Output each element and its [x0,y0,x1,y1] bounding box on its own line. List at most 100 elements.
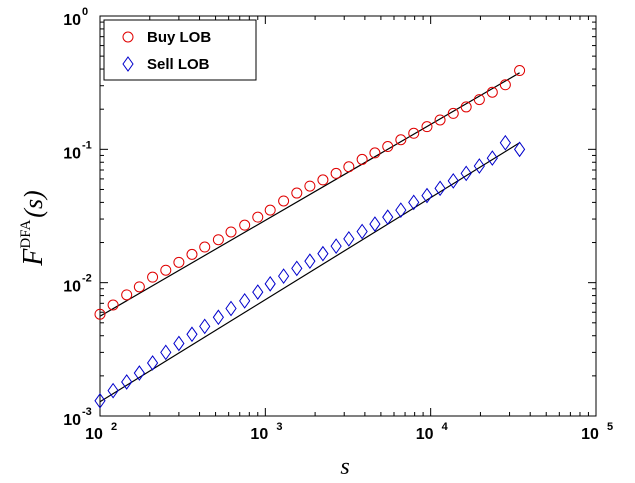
data-point-buy [225,226,237,238]
data-point-sell [304,253,316,270]
legend-label-buy: Buy LOB [147,29,211,46]
data-point-buy [369,147,381,159]
data-point-buy [147,271,159,283]
y-axis-label-superscript: DFA [18,220,34,249]
data-point-sell [343,231,355,247]
data-point-buy [330,167,342,179]
data-point-buy [499,79,511,91]
minor-ticks [100,16,596,416]
data-point-buy [252,211,264,223]
data-point-buy [133,281,145,293]
x-axis-label: s [340,454,349,480]
data-point-sell [239,293,251,309]
data-point-sell [199,318,211,335]
data-point-sell [146,355,159,371]
data-point-buy [94,308,106,320]
plot-area [99,15,597,417]
x-tick-label-exponent: 5 [607,421,613,433]
data-point-sell [434,180,446,197]
data-point-sell [382,209,394,226]
data-point-buy [107,299,119,311]
data-point-sell [408,194,420,211]
data-point-sell [473,158,485,174]
data-point-buy [239,219,251,231]
data-point-buy [317,174,329,186]
data-point-buy [186,248,198,260]
y-axis-label-main: F [18,248,49,267]
data-point-buy [199,241,211,253]
data-point-sell [252,284,264,300]
data-point-sell [225,300,237,317]
data-point-buy [173,256,185,268]
data-point-sell [133,365,145,381]
data-point-sell [186,326,198,343]
x-tick-label-exponent: 2 [111,421,117,433]
data-point-buy [160,264,172,276]
data-point-buy [291,187,303,199]
data-point-buy [121,289,133,301]
data-point-sell [160,344,172,361]
legend-marker-buy [122,31,134,43]
data-point-buy [304,180,316,192]
x-tick-labels: 10 2 10 3 10 4 10 5 [85,421,613,443]
data-markers [94,65,526,409]
data-point-sell [421,187,433,204]
data-point-buy [343,161,355,173]
data-point-sell [212,309,224,326]
data-point-sell [369,216,381,232]
fit-lines [99,72,520,403]
legend: Buy LOB Sell LOB [103,19,257,81]
data-point-buy [278,195,290,207]
data-point-sell [94,392,106,409]
legend-box [103,19,257,81]
y-tick-label: 10 [63,12,81,29]
data-point-buy [264,204,276,216]
x-tick-label: 10 [416,426,434,443]
data-point-buy [408,127,420,139]
x-tick-label-exponent: 3 [276,421,282,433]
data-point-sell [513,141,526,158]
y-tick-label: 10 [63,412,81,429]
data-point-buy [486,86,498,98]
y-tick-label: 10 [63,279,81,296]
data-point-buy [421,121,433,133]
data-point-sell [395,202,407,218]
data-point-sell [291,260,303,277]
data-point-sell [486,150,498,166]
legend-marker-sell [122,56,134,72]
data-point-buy [460,101,472,113]
y-tick-label-exponent: 0 [82,6,88,18]
data-point-buy [447,107,459,119]
data-point-sell [317,245,329,262]
data-point-sell [460,165,472,182]
data-point-sell [121,374,133,390]
data-point-buy [356,153,368,165]
y-tick-label-exponent: -2 [82,273,92,285]
legend-label-sell: Sell LOB [147,56,210,73]
data-point-sell [499,134,511,151]
data-point-sell [330,238,342,254]
data-point-sell [356,223,368,240]
data-point-buy [382,141,394,153]
data-point-sell [264,275,276,292]
fit-line-buy [99,72,520,317]
y-axis-label: FDFA (s) [18,190,49,266]
data-point-sell [278,268,290,284]
fit-line-sell [99,142,520,403]
data-point-buy [395,134,407,146]
x-tick-label-exponent: 4 [442,421,449,433]
data-point-sell [447,173,459,189]
y-tick-label: 10 [63,145,81,162]
major-ticks [99,15,597,417]
data-point-sell [107,382,119,399]
x-tick-label: 10 [85,426,103,443]
data-point-buy [473,94,485,106]
y-axis-label-suffix: (s) [19,190,48,217]
y-tick-label-exponent: -3 [82,406,92,418]
data-point-buy [514,65,526,77]
x-tick-label: 10 [581,426,599,443]
x-tick-label: 10 [250,426,268,443]
y-tick-label-exponent: -1 [82,139,92,151]
data-point-buy [434,114,446,126]
